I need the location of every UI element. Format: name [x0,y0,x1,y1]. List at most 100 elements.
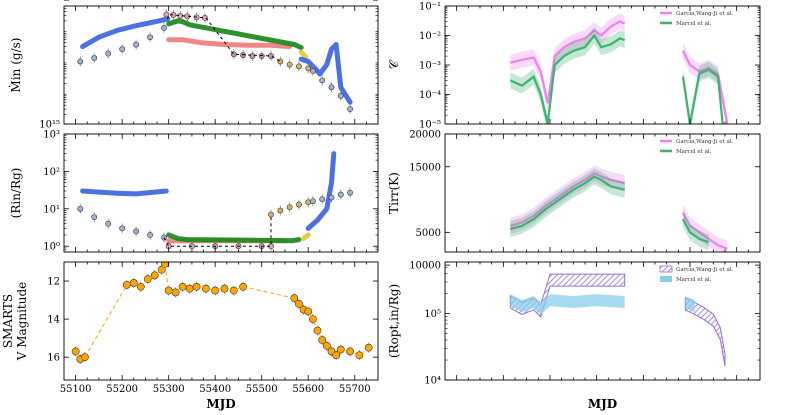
data-point [161,234,167,241]
legend-label: Marcel et al. [676,21,712,27]
data-point [129,279,138,287]
y-tick-label: 10¹⁶ [39,0,60,3]
data-point [309,198,316,205]
data-point [286,61,293,68]
series-band [166,37,293,50]
series-line [509,33,626,124]
uncertainty-band [510,165,625,234]
y-tick-label: 15000 [409,162,441,173]
data-point [277,58,284,65]
filled-band [510,294,625,315]
data-point [161,24,167,31]
data-point [337,92,344,99]
data-point [147,34,153,41]
y-tick-label: 14 [47,315,60,326]
series-band [298,42,353,105]
plot-area [77,9,353,115]
y-axis-label: (Ropt,in/Rg) [387,284,401,358]
y-tick-label: 10⁻² [419,31,441,42]
y-tick-label: 5000 [416,228,441,239]
series-band [80,16,171,50]
y-axis-label: 𝒞 [387,59,401,69]
axes-frame [63,133,379,253]
data-point [133,41,140,48]
panel-left-middle: 10⁰ 10¹ 10² 10³ (Rin/Rg) [9,130,379,253]
y-tick-label: 16 [47,353,60,364]
series-band [80,188,169,197]
data-point [91,55,98,61]
data-point [119,225,126,232]
y-tick-label: 10¹⁸ [39,0,60,3]
y-tick-label: 10⁻⁴ [419,90,441,101]
series-band [298,49,309,60]
series-band [166,18,304,51]
data-point [105,50,112,57]
legend-label: Marcel et al. [676,277,712,283]
panel-left-bottom: 55100 55200 55300 55400 55500 55600 55700 MJD 12… [1,261,379,411]
data-point [229,286,238,295]
axes-frame [63,5,379,125]
x-axis-label: MJD [206,397,235,411]
y-tick-label: 10000 [409,261,441,272]
transition-line [167,13,281,62]
data-point [81,353,89,362]
uncertainty-band [683,204,728,252]
axes-frame [63,261,379,381]
transition-line [163,214,272,247]
x-tick-label: 55400 [199,384,231,395]
connector-line [75,262,370,360]
x-tick-label: 55200 [106,384,138,395]
data-point [122,280,131,289]
series-band [166,232,302,244]
series-line [510,175,625,231]
axes-frame [444,261,761,381]
plot-area [509,273,726,367]
data-point [328,194,335,201]
y-tick-label: 10³ [43,130,60,141]
data-point [328,84,335,91]
legend-label: Garcia,Wang-Ji et al. [676,267,734,273]
panel-right-top: 10⁻⁵ 10⁻⁴ 10⁻³ 10⁻² 10⁻¹ 𝒞 Garcia,Wang-Ji et a… [387,2,761,131]
data-point [319,77,326,84]
y-tick-label: 10¹⁷ [39,0,60,3]
plot-area [77,151,353,252]
data-point [305,65,312,72]
legend-swatch [659,265,673,273]
series-band [305,151,337,231]
y-axis-label: Ṁin (g/s) [8,38,23,93]
data-point [163,11,170,18]
y-tick-label: 10⁻¹ [419,2,441,13]
x-tick-label: 55600 [292,384,324,395]
axes-frame [444,133,761,253]
series-band [301,232,311,242]
x-tick-label: 55300 [153,384,185,395]
data-point [147,232,153,238]
y-tick-label: 10⁻³ [419,61,441,72]
data-point [296,201,302,208]
series-line [510,172,625,227]
y-tick-label: 10² [43,167,60,178]
data-point [77,205,84,212]
data-point [133,228,140,235]
data-point [296,63,302,70]
x-tick-label: 55700 [339,384,371,395]
y-axis-label: (Rin/Rg) [9,168,23,219]
legend-swatch [660,276,672,282]
data-point [71,347,80,356]
data-point [347,106,353,112]
data-point [305,199,312,206]
data-point [105,220,112,227]
y-axis-label: V Magnitude [15,282,29,362]
data-point [337,191,344,198]
uncertainty-band [683,42,728,124]
x-tick-label: 55500 [246,384,278,395]
data-point [211,286,220,295]
panel-left-top: 10¹⁵ 10¹⁶10¹⁷10¹⁸ Ṁin (g/s) [8,0,379,131]
filled-band [685,296,695,313]
plot-area [510,165,728,252]
panel-right-bottom: MJD 10⁴ 10⁵ (Ropt,in/Rg) Garcia,Wang-Ji et a… [387,261,761,411]
data-point [77,58,84,65]
data-point [268,211,274,218]
plot-area [509,13,729,124]
